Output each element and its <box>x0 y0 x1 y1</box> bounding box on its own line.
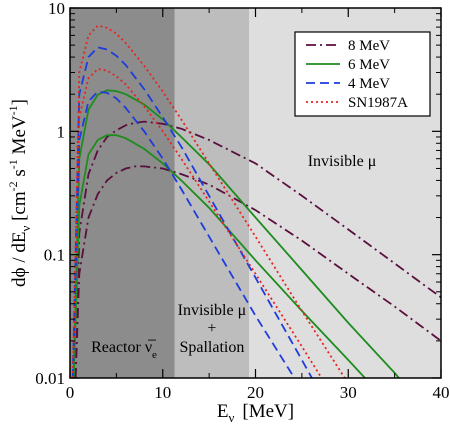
x-tick-label-4: 40 <box>433 383 450 402</box>
y-title-exp3: -1 <box>6 105 20 115</box>
x-axis-title-unit: [MeV] <box>242 401 294 422</box>
series-3-curve-0 <box>71 68 323 378</box>
region-label-spallation-line-1: + <box>207 320 216 337</box>
curves <box>71 24 441 378</box>
series-3-curve-1 <box>71 24 346 378</box>
y-tick-label-0: 0.01 <box>35 369 65 388</box>
legend-label-1: 6 MeV <box>348 57 390 73</box>
region-label-invisible-mu: Invisible μ <box>308 153 377 170</box>
legend-label-0: 8 MeV <box>348 38 390 54</box>
x-tick-label-3: 30 <box>340 383 357 402</box>
series-0-curve-0 <box>74 165 441 378</box>
y-title-bracket-open: [cm <box>9 191 30 226</box>
y-title-sub: ν <box>18 226 33 232</box>
y-tick-label-3: 10 <box>48 0 65 18</box>
series-2-curve-1 <box>71 46 313 378</box>
legend-label-3: SN1987A <box>348 95 408 111</box>
series-0-curve-1 <box>74 120 441 378</box>
y-tick-label-1: 0.1 <box>44 246 65 265</box>
legend-label-2: 4 MeV <box>348 76 390 92</box>
y-axis-title: dϕ / dEν [cm-2 s-1 MeV-1] <box>6 99 33 287</box>
x-tick-label-2: 20 <box>247 383 264 402</box>
x-axis-title-sub: ν <box>229 410 235 425</box>
region-label-reactor-main: Reactor ν̅ <box>91 339 157 356</box>
x-axis-title-main: E <box>217 401 229 422</box>
y-title-s: s <box>9 169 30 181</box>
y-title-slash: / dE <box>9 232 30 268</box>
regions <box>70 8 441 378</box>
region-label-spallation-line-2: Spallation <box>179 339 244 356</box>
legend: 8 MeV 6 MeV 4 MeV SN1987A <box>294 31 431 117</box>
y-title-exp1: -2 <box>6 181 20 191</box>
region-0 <box>70 8 175 378</box>
series-1-curve-1 <box>72 89 401 378</box>
series-1-curve-0 <box>72 134 367 378</box>
y-tick-label-2: 1 <box>57 122 66 141</box>
region-label-reactor-sub: e <box>152 349 157 361</box>
y-title-phi: ϕ <box>9 267 30 277</box>
y-title-d: d <box>9 277 30 287</box>
x-tick-label-1: 10 <box>154 383 171 402</box>
y-title-bracket-close: ] <box>9 99 30 105</box>
x-tick-label-0: 0 <box>66 383 75 402</box>
region-label-reactor: Reactor ν̅e <box>91 339 157 361</box>
y-title-exp2: -1 <box>6 159 20 169</box>
ticks: 0 10 20 30 40 0.01 0.1 1 10 <box>35 0 449 402</box>
region-label-spallation-line-0: Invisible μ <box>178 302 247 319</box>
y-title-mev: MeV <box>9 115 30 159</box>
region-1 <box>174 8 250 378</box>
x-axis-title: Eν [MeV] <box>217 401 294 425</box>
series-2-curve-0 <box>71 90 296 378</box>
